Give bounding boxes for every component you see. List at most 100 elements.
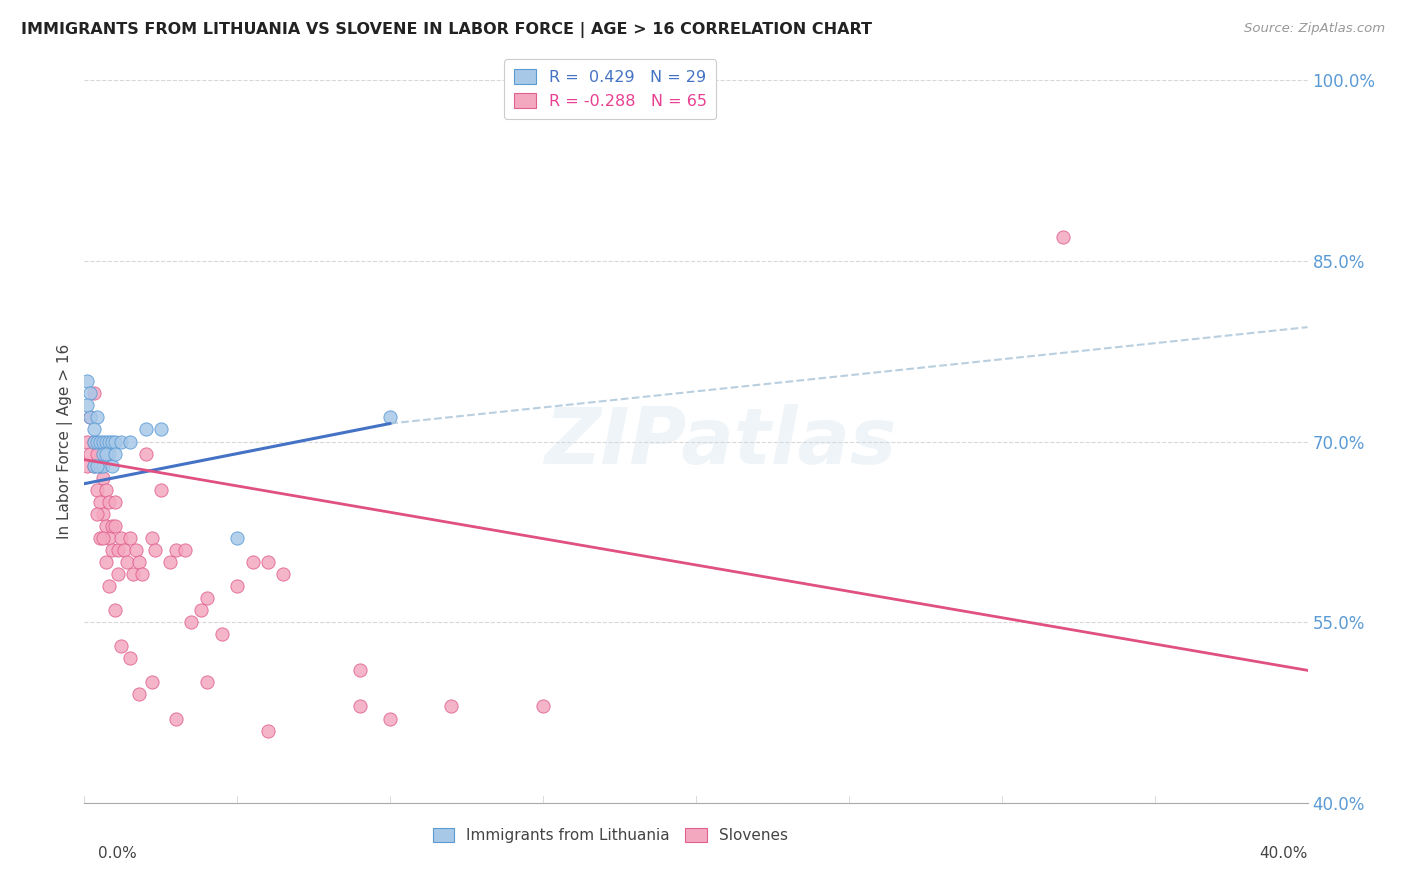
Point [89, 531, 111, 545]
Point [97, 494, 120, 508]
Point [271, 567, 294, 582]
Point [104, 603, 127, 617]
Point [380, 410, 402, 425]
Point [101, 542, 124, 557]
Point [86, 434, 108, 449]
Text: 0.0%: 0.0% [98, 847, 138, 861]
Point [97, 446, 120, 460]
Point [79, 386, 101, 401]
Point [257, 723, 280, 738]
Point [94, 446, 117, 460]
Point [89, 458, 111, 473]
Point [257, 555, 280, 569]
Point [104, 446, 127, 460]
Text: IMMIGRANTS FROM LITHUANIA VS SLOVENE IN LABOR FORCE | AGE > 16 CORRELATION CHART: IMMIGRANTS FROM LITHUANIA VS SLOVENE IN … [21, 22, 872, 38]
Point [195, 675, 218, 690]
Point [149, 422, 172, 436]
Point [86, 507, 108, 521]
Point [380, 712, 402, 726]
Point [83, 458, 105, 473]
Point [226, 579, 249, 593]
Point [89, 494, 111, 508]
Point [104, 434, 127, 449]
Point [159, 555, 181, 569]
Point [89, 434, 111, 449]
Point [143, 542, 166, 557]
Point [141, 675, 163, 690]
Point [128, 687, 150, 701]
Point [83, 434, 105, 449]
Point [190, 603, 212, 617]
Point [86, 446, 108, 460]
Point [97, 434, 120, 449]
Point [94, 555, 117, 569]
Point [83, 422, 105, 436]
Point [79, 410, 101, 425]
Point [115, 555, 138, 569]
Point [91, 531, 114, 545]
Point [101, 518, 124, 533]
Point [101, 434, 124, 449]
Point [211, 627, 233, 641]
Point [83, 458, 105, 473]
Point [104, 518, 127, 533]
Point [165, 712, 187, 726]
Point [120, 434, 142, 449]
Point [91, 458, 114, 473]
Point [135, 446, 157, 460]
Point [195, 591, 218, 606]
Point [94, 518, 117, 533]
Point [128, 555, 150, 569]
Point [76, 398, 98, 412]
Point [104, 494, 127, 508]
Point [112, 542, 135, 557]
Point [1052, 229, 1074, 244]
Point [165, 542, 187, 557]
Point [110, 639, 132, 653]
Point [107, 542, 129, 557]
Point [91, 507, 114, 521]
Point [83, 386, 105, 401]
Point [86, 483, 108, 497]
Point [76, 458, 98, 473]
Point [97, 531, 120, 545]
Point [122, 567, 145, 582]
Point [107, 567, 129, 582]
Point [174, 542, 197, 557]
Text: Source: ZipAtlas.com: Source: ZipAtlas.com [1244, 22, 1385, 36]
Point [242, 555, 264, 569]
Point [94, 483, 117, 497]
Point [76, 434, 98, 449]
Point [110, 434, 132, 449]
Point [131, 567, 153, 582]
Point [349, 699, 371, 714]
Point [226, 531, 249, 545]
Point [149, 483, 172, 497]
Text: ZIPatlas: ZIPatlas [544, 403, 897, 480]
Point [141, 531, 163, 545]
Point [89, 458, 111, 473]
Point [135, 422, 157, 436]
Point [120, 651, 142, 665]
Legend: Immigrants from Lithuania, Slovenes: Immigrants from Lithuania, Slovenes [426, 822, 794, 849]
Point [440, 699, 463, 714]
Point [120, 531, 142, 545]
Point [86, 410, 108, 425]
Point [91, 446, 114, 460]
Point [91, 470, 114, 484]
Point [97, 579, 120, 593]
Point [101, 458, 124, 473]
Point [91, 434, 114, 449]
Point [125, 542, 148, 557]
Point [79, 410, 101, 425]
Point [79, 446, 101, 460]
Text: 40.0%: 40.0% [1260, 847, 1308, 861]
Point [349, 664, 371, 678]
Point [180, 615, 202, 630]
Point [76, 374, 98, 388]
Y-axis label: In Labor Force | Age > 16: In Labor Force | Age > 16 [58, 344, 73, 539]
Point [83, 434, 105, 449]
Point [94, 434, 117, 449]
Point [531, 699, 554, 714]
Point [110, 531, 132, 545]
